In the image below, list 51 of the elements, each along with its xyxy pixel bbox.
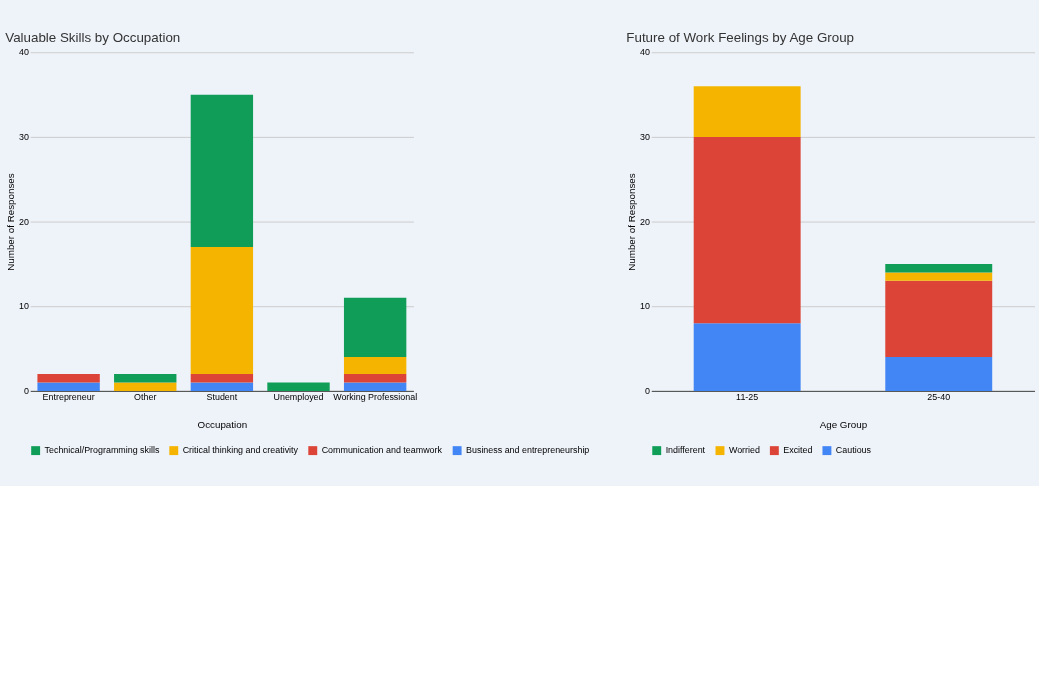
y-tick-label: 30 bbox=[640, 132, 651, 143]
y-tick-label: 40 bbox=[19, 47, 29, 58]
chart-title: Valuable Skills by Occupation bbox=[5, 29, 181, 45]
bar bbox=[693, 323, 801, 391]
x-tick-label: 11-25 bbox=[736, 392, 759, 403]
bar bbox=[885, 263, 993, 273]
legend-label: Communication and teamwork bbox=[321, 445, 443, 456]
y-tick-label: 30 bbox=[19, 132, 29, 143]
bar bbox=[114, 373, 177, 383]
x-axis-title: Occupation bbox=[197, 418, 248, 430]
y-tick-label: 20 bbox=[640, 216, 651, 227]
y-tick-label: 10 bbox=[19, 301, 29, 312]
y-tick-label: 0 bbox=[645, 386, 651, 397]
bar bbox=[885, 272, 993, 281]
bar bbox=[343, 373, 407, 383]
bar bbox=[267, 382, 330, 391]
x-tick-label: Working Professional bbox=[333, 392, 418, 403]
legend-label: Worried bbox=[728, 445, 760, 456]
bar bbox=[37, 373, 100, 383]
legend-label: Critical thinking and creativity bbox=[182, 445, 299, 456]
x-axis-title: Age Group bbox=[819, 418, 868, 430]
bar bbox=[190, 247, 254, 374]
bar bbox=[190, 373, 254, 383]
legend-label: Cautious bbox=[835, 445, 872, 456]
bar bbox=[885, 357, 993, 391]
x-tick-label: Unemployed bbox=[273, 392, 324, 403]
legend-label: Indifferent bbox=[665, 445, 706, 456]
chart-title: Future of Work Feelings by Age Group bbox=[626, 29, 855, 45]
bar bbox=[37, 382, 100, 391]
y-tick-label: 10 bbox=[640, 301, 651, 312]
bar bbox=[693, 136, 801, 324]
x-tick-label: Other bbox=[134, 392, 157, 403]
bar bbox=[343, 297, 407, 358]
y-tick-label: 40 bbox=[640, 47, 651, 58]
legend-label: Business and entrepreneurship bbox=[466, 445, 590, 456]
bar bbox=[693, 86, 801, 137]
y-tick-label: 0 bbox=[23, 386, 29, 397]
bar bbox=[114, 382, 177, 391]
x-tick-label: Entrepreneur bbox=[42, 392, 95, 403]
legend-label: Excited bbox=[783, 445, 813, 456]
bar bbox=[190, 382, 254, 391]
x-tick-label: Student bbox=[206, 392, 238, 403]
bar bbox=[885, 280, 993, 358]
y-tick-label: 20 bbox=[19, 216, 29, 227]
bar bbox=[190, 94, 254, 248]
y-axis-title: Number of Responses bbox=[4, 173, 16, 271]
bar bbox=[343, 357, 407, 374]
y-axis-title: Number of Responses bbox=[625, 173, 637, 271]
legend-label: Technical/Programming skills bbox=[44, 445, 160, 456]
x-tick-label: 25-40 bbox=[927, 392, 951, 403]
bar bbox=[343, 382, 407, 391]
